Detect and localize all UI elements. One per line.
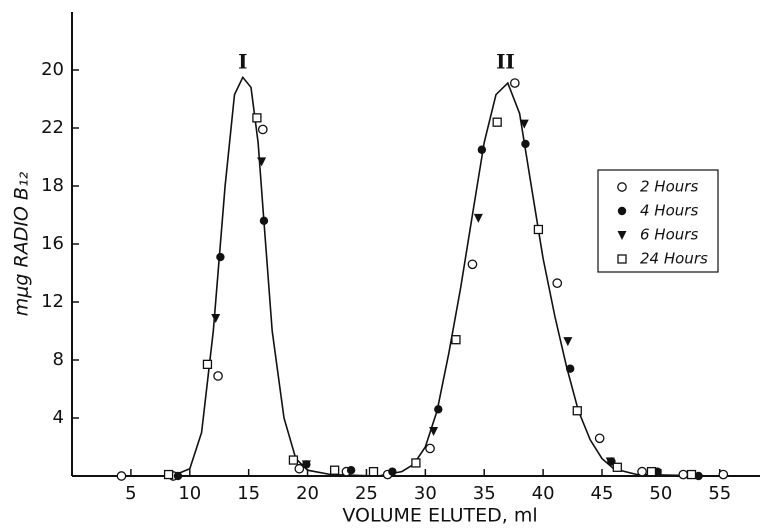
peak-label: I [238, 49, 247, 73]
data-point [594, 433, 605, 444]
x-tick-label: 5 [125, 483, 136, 504]
legend-label: 2 Hours [640, 178, 698, 196]
data-point [211, 313, 221, 323]
peak-label: II [496, 49, 515, 73]
legend-marker [617, 206, 627, 216]
data-point [173, 471, 183, 481]
legend-label: 6 Hours [640, 226, 698, 244]
data-point [509, 78, 520, 88]
data-point [257, 157, 267, 167]
data-point [116, 471, 127, 481]
x-tick-label: 20 [296, 483, 319, 504]
data-point [646, 466, 657, 477]
data-point [686, 469, 697, 480]
data-point [678, 469, 689, 480]
data-point [163, 469, 174, 480]
x-tick-label: 25 [355, 483, 378, 504]
legend-label: 4 Hours [640, 202, 698, 220]
x-tick-label: 10 [178, 483, 201, 504]
data-point [519, 119, 529, 129]
x-tick-label: 35 [473, 483, 496, 504]
data-point [563, 337, 573, 347]
data-point [533, 224, 544, 235]
data-point [473, 213, 483, 223]
data-point [202, 359, 213, 370]
data-point [346, 466, 356, 475]
data-point [637, 466, 647, 477]
data-point [329, 465, 340, 475]
data-point [259, 216, 269, 225]
legend-marker [617, 254, 627, 264]
x-tick-label: 40 [532, 483, 555, 504]
data-point [368, 466, 379, 477]
data-point [605, 457, 615, 467]
y-tick-label: 20 [41, 59, 64, 80]
data-point [257, 124, 268, 135]
y-tick-label: 4 [53, 407, 64, 428]
data-point [694, 471, 703, 481]
y-tick-label: 16 [41, 233, 64, 254]
legend-marker [617, 231, 627, 240]
data-point [434, 405, 443, 414]
data-point [492, 117, 502, 127]
data-point [451, 335, 461, 345]
data-point [572, 406, 582, 416]
data-point [301, 460, 311, 470]
x-axis-label: VOLUME ELUTED, ml [342, 505, 537, 527]
x-tick-label: 15 [237, 483, 260, 504]
x-tick-label: 55 [708, 483, 731, 504]
x-tick-label: 45 [591, 483, 614, 504]
data-point [252, 113, 262, 123]
data-point [294, 463, 305, 474]
data-point [425, 443, 435, 454]
y-axis-label: mμg RADIO B₁₂ [11, 171, 33, 316]
data-point [411, 458, 421, 468]
data-point [552, 278, 563, 288]
data-point [566, 364, 575, 373]
x-tick-label: 30 [414, 483, 437, 504]
data-point [288, 455, 299, 465]
y-tick-label: 8 [53, 349, 64, 370]
data-point [521, 139, 530, 149]
y-tick-label: 18 [41, 175, 64, 196]
data-point [216, 252, 225, 262]
y-tick-label: 12 [41, 291, 64, 312]
data-point [429, 427, 439, 437]
x-tick-label: 50 [649, 483, 672, 504]
legend-label: 24 Hours [640, 250, 708, 268]
data-point [213, 371, 223, 381]
data-point [477, 145, 487, 154]
data-point [612, 462, 622, 472]
data-point [467, 259, 478, 270]
data-point [718, 469, 729, 480]
legend-marker [617, 182, 627, 192]
y-tick-label: 22 [41, 117, 64, 138]
data-point [388, 467, 397, 476]
